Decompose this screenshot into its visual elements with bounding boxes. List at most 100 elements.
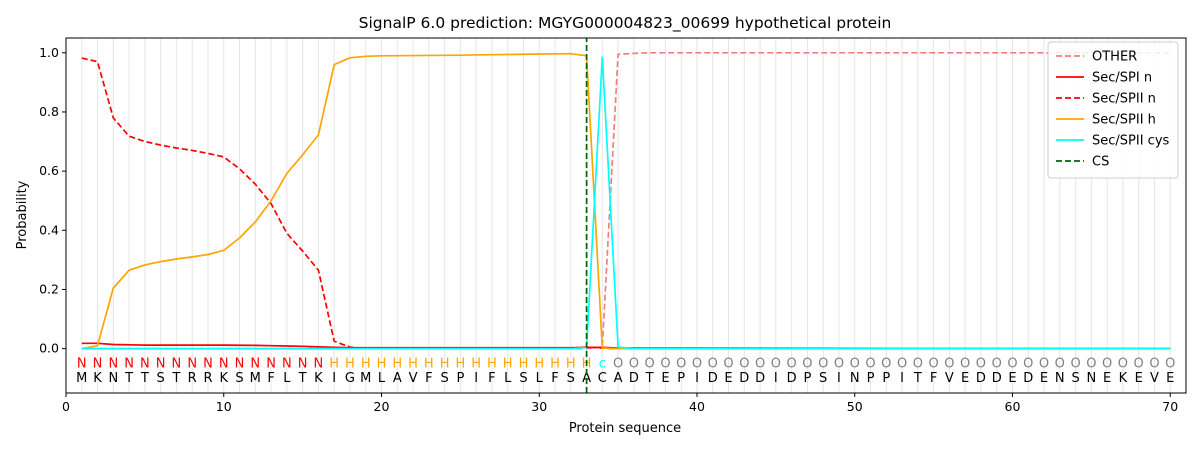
- legend-label: Sec/SPII cys: [1092, 134, 1170, 149]
- legend-label: Sec/SPI n: [1092, 71, 1152, 86]
- annotation-letter: O: [1039, 356, 1049, 371]
- annotation-letter: N: [140, 356, 150, 371]
- sequence-letter: A: [614, 371, 623, 386]
- annotation-letter: H: [550, 356, 560, 371]
- sequence-letter: I: [774, 371, 778, 386]
- annotation-letter: N: [235, 356, 245, 371]
- sequence-letter: V: [945, 371, 954, 386]
- sequence-letter: I: [474, 371, 478, 386]
- sequence-letter: R: [188, 371, 197, 386]
- annotation-letter: O: [739, 356, 749, 371]
- annotation-letter: O: [865, 356, 875, 371]
- sequence-letter: F: [930, 371, 937, 386]
- sequence-letter: D: [739, 371, 749, 386]
- y-tick-label: 0.2: [39, 281, 59, 296]
- x-tick-label: 20: [374, 399, 390, 414]
- sequence-letter: K: [219, 371, 228, 386]
- annotation-letter: O: [960, 356, 970, 371]
- sequence-letter: N: [1055, 371, 1065, 386]
- sequence-letter: D: [629, 371, 639, 386]
- sequence-letter: F: [267, 371, 274, 386]
- y-tick-label: 0.8: [39, 104, 59, 119]
- annotation-letter: O: [850, 356, 860, 371]
- x-tick-label: 50: [847, 399, 863, 414]
- x-tick-label: 70: [1162, 399, 1178, 414]
- annotation-letter: N: [266, 356, 276, 371]
- annotation-letter: O: [708, 356, 718, 371]
- sequence-letter: V: [1150, 371, 1159, 386]
- annotation-letter: N: [298, 356, 308, 371]
- annotation-letter: H: [455, 356, 465, 371]
- annotation-letter: O: [692, 356, 702, 371]
- sequence-letter: M: [250, 371, 261, 386]
- annotation-letter: O: [802, 356, 812, 371]
- sequence-letter: D: [755, 371, 765, 386]
- annotation-letter: N: [108, 356, 118, 371]
- sequence-letter: D: [787, 371, 797, 386]
- y-tick-label: 1.0: [39, 45, 59, 60]
- sequence-letter: N: [1086, 371, 1096, 386]
- y-axis-label: Probability: [15, 180, 30, 249]
- annotation-letter: O: [897, 356, 907, 371]
- sequence-letter: F: [551, 371, 558, 386]
- series-line-sec-spii-h: [81, 52, 1171, 350]
- x-tick-label: 30: [531, 399, 547, 414]
- sequence-letter: V: [409, 371, 418, 386]
- annotation-letter: O: [660, 356, 670, 371]
- y-axis: 0.0 0.2 0.4 0.6 0.8 1.0: [39, 45, 66, 356]
- sequence-letter: A: [393, 371, 402, 386]
- y-tick-label: 0.6: [39, 163, 59, 178]
- annotation-letter: O: [1086, 356, 1096, 371]
- sequence-letter: L: [536, 371, 544, 386]
- annotation-letter: O: [645, 356, 655, 371]
- chart-title: SignalP 6.0 prediction: MGYG000004823_00…: [359, 14, 892, 33]
- sequence-letter: N: [850, 371, 860, 386]
- annotation-letter: H: [424, 356, 434, 371]
- annotation-letter: O: [613, 356, 623, 371]
- sequence-letter: E: [1103, 371, 1111, 386]
- annotation-letter: H: [408, 356, 418, 371]
- plot-frame: [65, 37, 1187, 394]
- annotation-letter: O: [1134, 356, 1144, 371]
- annotation-letter: O: [1102, 356, 1112, 371]
- annotation-letter: O: [676, 356, 686, 371]
- annotation-letter: H: [487, 356, 497, 371]
- sequence-letter: L: [283, 371, 291, 386]
- legend: OTHER Sec/SPI n Sec/SPII n Sec/SPII h Sec/SP…: [1047, 41, 1179, 179]
- sequence-letter: L: [504, 371, 512, 386]
- sequence-letter: E: [1008, 371, 1016, 386]
- annotation-letter: O: [787, 356, 797, 371]
- annotation-letter: N: [250, 356, 260, 371]
- annotation-letter: O: [818, 356, 828, 371]
- x-tick-label: 10: [216, 399, 232, 414]
- sequence-letter: N: [108, 371, 118, 386]
- sequence-letter: K: [93, 371, 102, 386]
- sequence-letter: S: [157, 371, 165, 386]
- annotation-letter: N: [203, 356, 213, 371]
- annotation-letter: O: [928, 356, 938, 371]
- sequence-letter: I: [332, 371, 336, 386]
- annotation-letter: O: [755, 356, 765, 371]
- sequence-letter: S: [519, 371, 527, 386]
- sequence-letter: F: [425, 371, 432, 386]
- sequence-letter: S: [440, 371, 448, 386]
- annotation-letter: H: [361, 356, 371, 371]
- sequence-letter: S: [235, 371, 243, 386]
- annotation-letter: O: [1023, 356, 1033, 371]
- sequence-letter: T: [913, 371, 922, 386]
- legend-label: OTHER: [1092, 50, 1137, 65]
- annotation-letter: O: [1165, 356, 1175, 371]
- annotation-letter: H: [519, 356, 529, 371]
- legend-box: [1047, 41, 1179, 179]
- annotation-letter: N: [77, 356, 87, 371]
- legend-label: Sec/SPII h: [1092, 113, 1156, 128]
- annotation-letter: O: [629, 356, 639, 371]
- annotation-letter: H: [503, 356, 513, 371]
- sequence-letter: P: [456, 371, 464, 386]
- sequence-letter: K: [1119, 371, 1128, 386]
- sequence-letter: P: [803, 371, 811, 386]
- annotation-letter: H: [345, 356, 355, 371]
- legend-label: CS: [1092, 155, 1109, 170]
